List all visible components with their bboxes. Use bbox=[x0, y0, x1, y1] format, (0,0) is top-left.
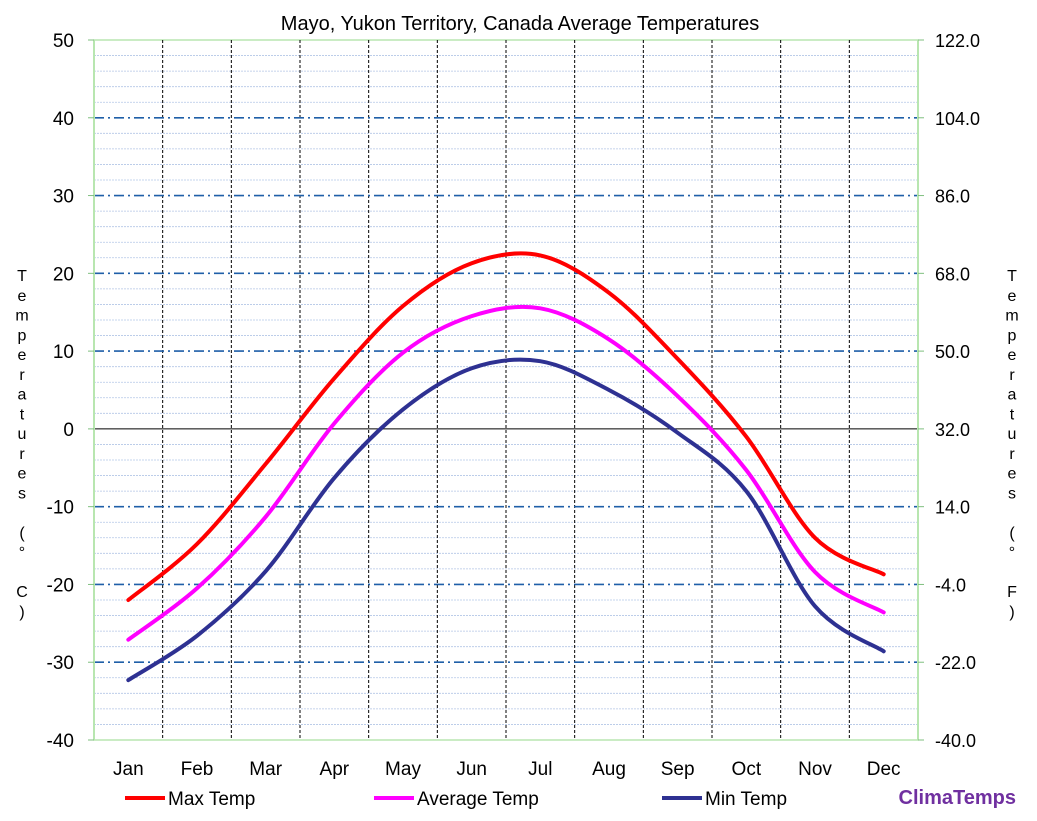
axis-label-char: r bbox=[1009, 446, 1015, 463]
y-tick-label-left: -20 bbox=[47, 575, 74, 596]
chart-title: Mayo, Yukon Territory, Canada Average Te… bbox=[281, 13, 759, 35]
y-tick-label-left: 10 bbox=[53, 342, 74, 363]
x-tick-label: Jan bbox=[113, 759, 144, 780]
y-tick-label-right: 104.0 bbox=[935, 109, 980, 129]
axis-label-char: ° bbox=[19, 545, 25, 562]
y-tick-label-left: 20 bbox=[53, 264, 74, 285]
x-tick-label: May bbox=[385, 759, 421, 780]
axis-label-char: C bbox=[16, 584, 28, 601]
climatemps-brand: ClimaTemps bbox=[899, 787, 1016, 809]
axis-label-char: ° bbox=[1009, 545, 1015, 562]
x-tick-label: Oct bbox=[732, 759, 762, 780]
axis-label-char: m bbox=[15, 308, 28, 325]
y-tick-label-right: 50.0 bbox=[935, 342, 970, 362]
axis-label-char: a bbox=[18, 387, 27, 404]
y-axis-label-right: Temperatures(°F) bbox=[1005, 268, 1018, 621]
series-line-average-temp bbox=[126, 304, 886, 642]
y-tick-label-right: 86.0 bbox=[935, 187, 970, 207]
x-tick-label: Sep bbox=[661, 759, 695, 780]
y-tick-label-right: -22.0 bbox=[935, 653, 976, 673]
axis-label-char: ( bbox=[1009, 525, 1015, 542]
axis-label-char: m bbox=[1005, 308, 1018, 325]
legend: Max Temp Average Temp Min Temp bbox=[125, 789, 787, 810]
y-tick-label-left: -30 bbox=[47, 653, 74, 674]
axis-label-char: s bbox=[18, 485, 26, 502]
axis-label-char: p bbox=[1008, 327, 1017, 344]
y-tick-label-right: -4.0 bbox=[935, 575, 966, 595]
axis-label-char: ( bbox=[19, 525, 25, 542]
axis-label-char: r bbox=[19, 446, 25, 463]
y-tick-label-right: 14.0 bbox=[935, 498, 970, 518]
axis-label-char: r bbox=[1009, 367, 1015, 384]
axis-label-char: p bbox=[18, 327, 27, 344]
y-tick-label-right: 68.0 bbox=[935, 264, 970, 284]
axis-label-char: t bbox=[1010, 406, 1015, 423]
axis-label-char: s bbox=[1008, 485, 1016, 502]
legend-label: Min Temp bbox=[705, 789, 787, 810]
y-tick-label-left: -10 bbox=[47, 498, 74, 519]
y-tick-label-left: -40 bbox=[47, 731, 74, 752]
axis-label-char: e bbox=[18, 466, 27, 483]
axis-label-char: e bbox=[1008, 466, 1017, 483]
axis-label-char: e bbox=[1008, 347, 1017, 364]
plot-area: 50 122.0 40 104.0 30 86.0 20 68.0 10 50.0 0 32.0 -10… bbox=[47, 31, 981, 780]
y-tick-label-right: 122.0 bbox=[935, 31, 980, 51]
x-tick-label: Nov bbox=[798, 759, 832, 780]
axis-label-char: T bbox=[1007, 268, 1017, 285]
axis-label-char: u bbox=[1008, 426, 1017, 443]
series-line-min-temp bbox=[126, 357, 886, 683]
legend-label: Average Temp bbox=[417, 789, 539, 810]
legend-label: Max Temp bbox=[168, 789, 255, 810]
axis-label-char: r bbox=[19, 367, 25, 384]
axis-label-char: ) bbox=[1009, 604, 1014, 621]
axis-label-char: u bbox=[18, 426, 27, 443]
axis-label-char: t bbox=[20, 406, 25, 423]
axis-label-char: F bbox=[1007, 584, 1017, 601]
y-axis-label-left: Temperatures(°C) bbox=[15, 268, 28, 621]
x-tick-label: Jun bbox=[456, 759, 487, 780]
y-tick-label-right: 32.0 bbox=[935, 420, 970, 440]
axis-label-char: ) bbox=[19, 604, 24, 621]
y-tick-label-right: -40.0 bbox=[935, 731, 976, 751]
y-tick-label-left: 30 bbox=[53, 187, 74, 208]
axis-label-char: e bbox=[18, 288, 27, 305]
axis-label-char: e bbox=[1008, 288, 1017, 305]
x-tick-label: Jul bbox=[528, 759, 552, 780]
y-tick-label-left: 0 bbox=[63, 420, 74, 441]
y-tick-label-left: 40 bbox=[53, 109, 74, 130]
y-tick-label-left: 50 bbox=[53, 31, 74, 52]
axis-label-char: T bbox=[17, 268, 27, 285]
axis-label-char: a bbox=[1008, 387, 1017, 404]
x-tick-label: Dec bbox=[867, 759, 901, 780]
x-tick-label: Aug bbox=[592, 759, 626, 780]
x-tick-label: Mar bbox=[249, 759, 282, 780]
series-line-max-temp bbox=[126, 251, 886, 602]
x-tick-label: Feb bbox=[181, 759, 214, 780]
x-tick-label: Apr bbox=[320, 759, 350, 780]
axis-label-char: e bbox=[18, 347, 27, 364]
